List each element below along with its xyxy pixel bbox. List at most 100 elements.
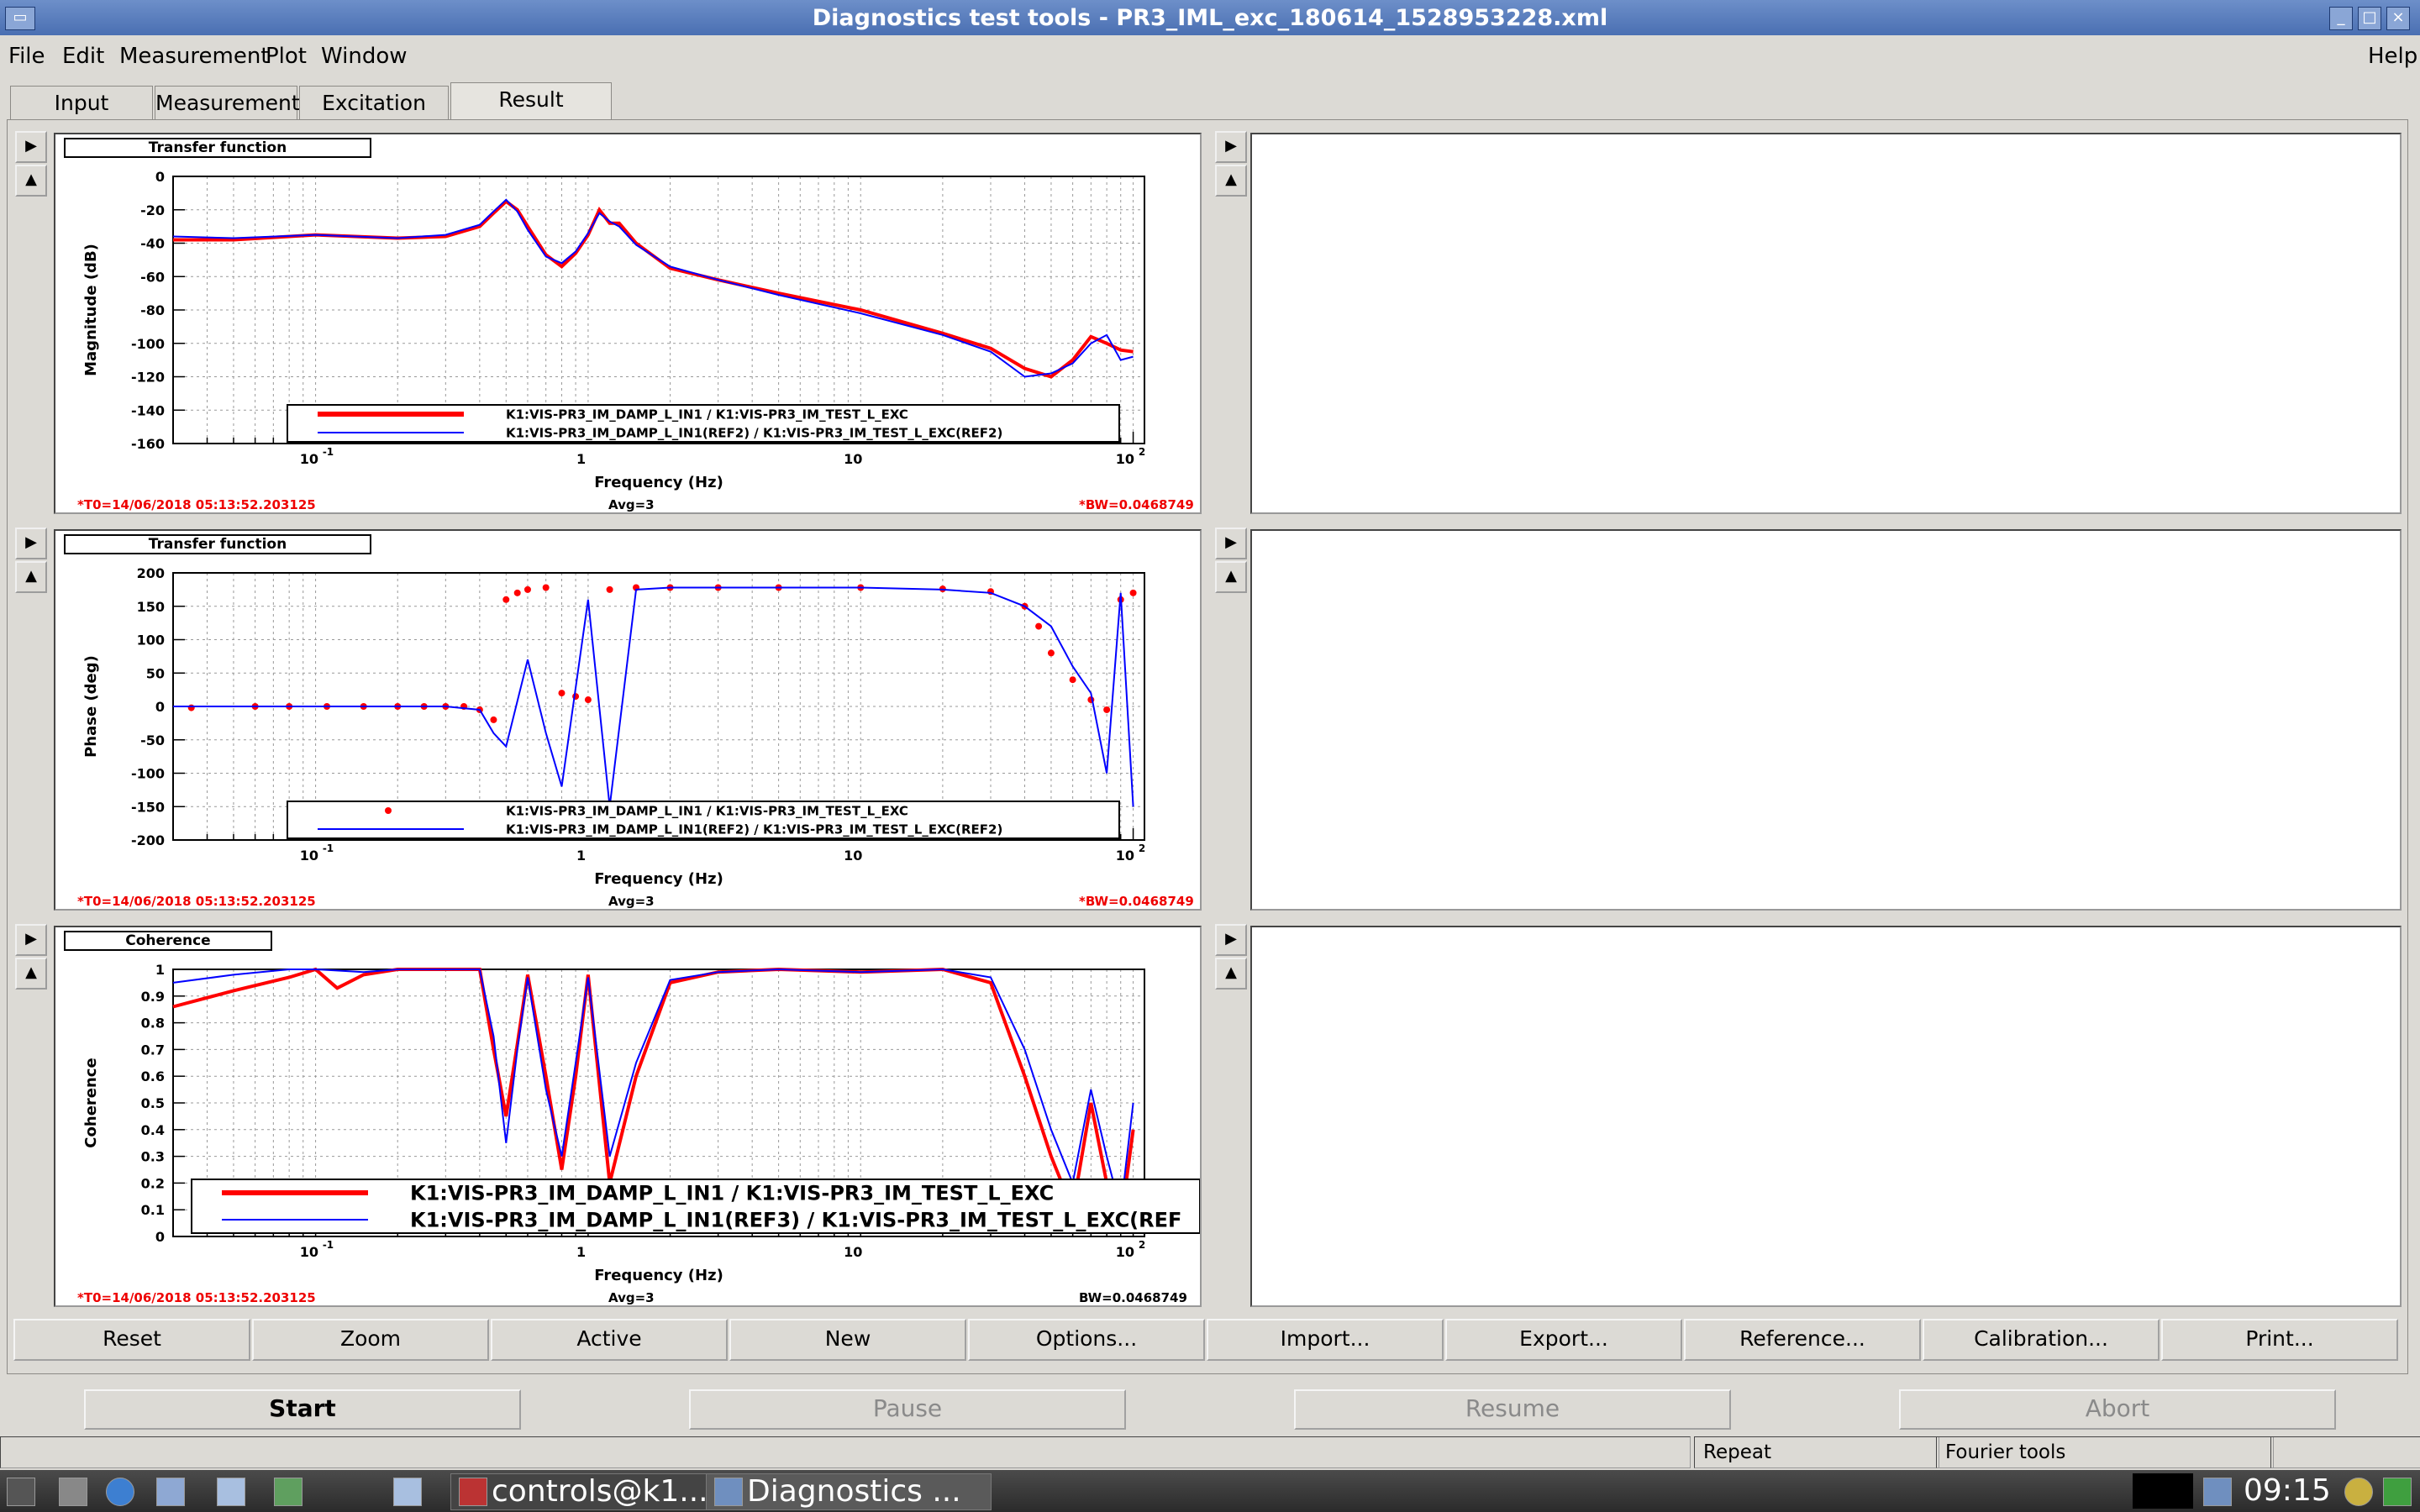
x-tick-label: 10	[300, 848, 318, 864]
logout-icon[interactable]	[2383, 1478, 2412, 1506]
cpu-monitor	[2133, 1473, 2193, 1509]
y-tick-label: 0.7	[141, 1042, 165, 1058]
data-point	[584, 696, 592, 704]
menu-edit[interactable]: Edit	[62, 44, 105, 69]
y-tick-label: 0	[155, 699, 165, 715]
print-button[interactable]: Print...	[2161, 1319, 2398, 1361]
plot-frame	[172, 176, 1145, 444]
y-tick-label: -50	[140, 732, 165, 748]
bw-label: *BW=0.0468749	[1079, 497, 1194, 512]
browser-icon[interactable]	[106, 1478, 134, 1506]
windows-icon[interactable]	[156, 1478, 185, 1506]
calibration-button[interactable]: Calibration...	[1923, 1319, 2160, 1361]
menu-help[interactable]: Help	[2368, 44, 2418, 69]
y-tick-label: -40	[140, 236, 165, 252]
menu-file[interactable]: File	[8, 44, 45, 69]
legend-label: K1:VIS-PR3_IM_DAMP_L_IN1(REF2) / K1:VIS-…	[506, 822, 1002, 837]
y-tick-label: -160	[131, 436, 165, 452]
notification-icon[interactable]	[2344, 1478, 2373, 1506]
x-tick-exponent: -1	[323, 446, 334, 458]
x-axis-label: Frequency (Hz)	[594, 1267, 723, 1284]
x-tick-exponent: 2	[1139, 1239, 1145, 1251]
diagnostics-icon	[714, 1478, 743, 1506]
close-icon[interactable]: ×	[2386, 7, 2410, 30]
abort-button[interactable]: Abort	[1899, 1389, 2336, 1430]
menu-bar: File Edit Measurement Plot Window Help	[0, 35, 2420, 79]
pause-button[interactable]: Pause	[689, 1389, 1126, 1430]
taskbar-diagnostics[interactable]: Diagnostics ...	[706, 1473, 992, 1510]
data-point	[1069, 676, 1076, 684]
data-point	[1047, 649, 1055, 657]
collapse-arrow-icon[interactable]: ▲	[1215, 958, 1247, 990]
data-point	[1035, 622, 1043, 630]
active-button[interactable]: Active	[491, 1319, 728, 1361]
y-axis-label: Phase (deg)	[82, 655, 100, 758]
magnitude-chart: 0 -20 -40 -60 -80 -100 -120 -140 -160 10 -1 1 10 10 2 F…	[82, 169, 1145, 491]
data-point	[523, 585, 531, 593]
y-tick-label: 0.4	[141, 1122, 165, 1138]
minimize-icon[interactable]: _	[2329, 7, 2353, 30]
monitor-icon[interactable]	[274, 1478, 302, 1506]
resume-button[interactable]: Resume	[1294, 1389, 1731, 1430]
empty-plot-panel[interactable]	[1250, 529, 2402, 911]
fourier-status: Fourier tools	[1936, 1436, 2274, 1468]
import-button[interactable]: Import...	[1207, 1319, 1444, 1361]
collapse-arrow-icon[interactable]: ▲	[15, 561, 47, 593]
expand-arrow-icon[interactable]: ▶	[1215, 528, 1247, 559]
legend-marker-red	[385, 807, 392, 814]
app-icon[interactable]	[217, 1478, 245, 1506]
x-tick-label: 10	[1116, 1244, 1134, 1260]
tab-measurement[interactable]: Measurement	[155, 86, 300, 120]
zoom-button[interactable]: Zoom	[252, 1319, 489, 1361]
collapse-arrow-icon[interactable]: ▲	[1215, 561, 1247, 593]
x-tick-label: 1	[576, 848, 586, 864]
start-menu-icon[interactable]	[7, 1478, 35, 1506]
data-point	[1103, 706, 1111, 713]
tab-result[interactable]: Result	[450, 82, 612, 122]
y-tick-label: -120	[131, 370, 165, 386]
file-manager-icon[interactable]	[59, 1478, 87, 1506]
y-tick-label: -150	[131, 799, 165, 815]
menu-plot[interactable]: Plot	[266, 44, 308, 69]
x-tick-label: 10	[300, 1244, 318, 1260]
empty-plot-panel[interactable]	[1250, 926, 2402, 1307]
magnitude-plot-panel[interactable]: Transfer function 0 -20 -40 -60 -80 -100 -120 -…	[54, 133, 1202, 514]
collapse-arrow-icon[interactable]: ▲	[15, 958, 47, 990]
series-line-blue	[172, 198, 1134, 378]
window-menu-icon[interactable]: ▭	[5, 7, 35, 30]
clock: 09:15	[2244, 1473, 2331, 1508]
tab-excitation[interactable]: Excitation	[299, 86, 449, 120]
t0-label: *T0=14/06/2018 05:13:52.203125	[77, 894, 316, 909]
phase-plot-panel[interactable]: Transfer function 200 150 100 50 0 -50 -100 -15…	[54, 529, 1202, 911]
menu-window[interactable]: Window	[321, 44, 408, 69]
expand-arrow-icon[interactable]: ▶	[1215, 924, 1247, 956]
y-tick-label: 0	[155, 169, 165, 185]
start-button[interactable]: Start	[84, 1389, 521, 1430]
menu-measurement[interactable]: Measurement	[119, 44, 270, 69]
x-tick-exponent: -1	[323, 843, 334, 854]
expand-arrow-icon[interactable]: ▶	[15, 131, 47, 163]
coherence-chart: 1 0.9 0.8 0.7 0.6 0.5 0.4 0.3 0.2 0.1 0 10 -1 1 10 10 2 F…	[82, 962, 1200, 1284]
expand-arrow-icon[interactable]: ▶	[15, 924, 47, 956]
collapse-arrow-icon[interactable]: ▲	[1215, 165, 1247, 197]
plot-frame	[172, 969, 1145, 1237]
collapse-arrow-icon[interactable]: ▲	[15, 165, 47, 197]
taskbar-terminal[interactable]: controls@k1...	[450, 1473, 736, 1510]
maximize-icon[interactable]: □	[2358, 7, 2381, 30]
expand-arrow-icon[interactable]: ▶	[1215, 131, 1247, 163]
export-button[interactable]: Export...	[1445, 1319, 1682, 1361]
plot-title: Transfer function	[64, 534, 371, 554]
chat-icon[interactable]	[2203, 1478, 2232, 1506]
desktop-icon[interactable]	[393, 1478, 422, 1506]
legend-box	[287, 404, 1120, 443]
options-button[interactable]: Options...	[968, 1319, 1205, 1361]
reference-button[interactable]: Reference...	[1684, 1319, 1921, 1361]
reset-button[interactable]: Reset	[13, 1319, 250, 1361]
y-tick-label: 0.9	[141, 989, 165, 1005]
coherence-plot-panel[interactable]: Coherence 1 0.9 0.8 0.7 0.6 0.5 0.4 0.3 0.2 0.1 0 1…	[54, 926, 1202, 1307]
new-button[interactable]: New	[729, 1319, 966, 1361]
empty-plot-panel[interactable]	[1250, 133, 2402, 514]
title-bar: ▭ Diagnostics test tools - PR3_IML_exc_1…	[0, 0, 2420, 35]
expand-arrow-icon[interactable]: ▶	[15, 528, 47, 559]
tab-input[interactable]: Input	[10, 86, 153, 120]
